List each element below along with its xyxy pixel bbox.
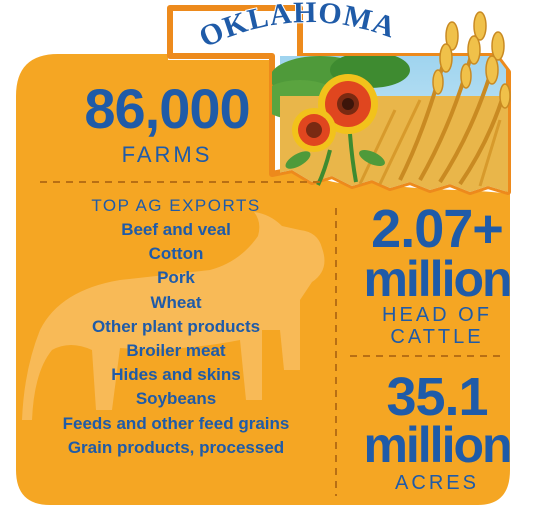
cattle-unit: million: [363, 251, 512, 307]
export-item: Other plant products: [91, 316, 261, 336]
acres-value: 35.1: [386, 367, 488, 427]
wheat-stalks-icon: [358, 11, 511, 187]
cattle-value: 2.07+: [371, 199, 504, 259]
top-exports-list: TOP AG EXPORTS Beef and veal Cotton Pork…: [20, 196, 332, 460]
cattle-label-2: CATTLE: [390, 326, 484, 348]
export-item: Hides and skins: [111, 365, 241, 385]
export-item: Feeds and other feed grains: [62, 413, 290, 433]
farms-label: FARMS: [121, 142, 213, 167]
export-item: Cotton: [148, 244, 204, 264]
acres-label: ACRES: [395, 472, 479, 494]
export-item: Soybeans: [135, 389, 217, 409]
export-item: Wheat: [150, 292, 202, 312]
export-item: Broiler meat: [126, 341, 226, 361]
state-title: OKLAHOMA: [193, 0, 400, 55]
dashed-dividers: [40, 181, 505, 496]
exports-heading: TOP AG EXPORTS: [91, 196, 261, 215]
cattle-label-1: HEAD OF: [382, 304, 492, 326]
export-item: Grain products, processed: [67, 437, 285, 457]
export-item: Pork: [157, 268, 195, 288]
farms-value: 86,000: [84, 77, 250, 140]
svg-text:OKLAHOMA: OKLAHOMA: [194, 0, 400, 54]
export-item: Beef and veal: [121, 220, 231, 239]
acres-unit: million: [363, 417, 512, 473]
state-title-text: OKLAHOMA: [193, 0, 400, 55]
blanket-flower-icon: [285, 74, 385, 186]
cow-silhouette: [22, 212, 325, 420]
